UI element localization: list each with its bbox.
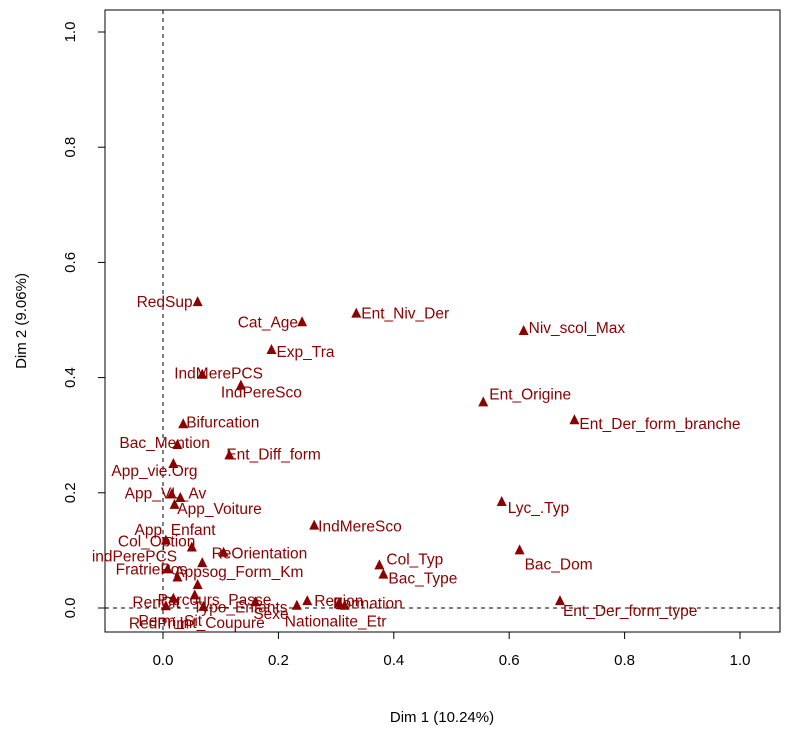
point-label: Cat_Age [238,314,298,331]
y-axis-title: Dim 2 (9.06%) [13,273,30,369]
data-point [166,488,177,499]
y-tick-label: 1.0 [62,22,79,43]
data-point [235,379,246,390]
point-label: Typo_Enfants [193,599,288,616]
point-label: Ent_Der_form_type [563,603,697,620]
point-label: Ent_Diff_form [226,446,320,463]
data-point [192,296,203,307]
x-tick-label: 0.4 [383,652,404,669]
data-point [250,596,261,607]
point-label: Col_Option [118,534,196,551]
reference-lines [105,10,780,632]
data-point [160,600,171,611]
point-label: IndPereSco [221,385,302,402]
data-point [218,546,229,557]
point-label: Perm_Sit [138,613,202,630]
point-label: Formation [333,595,403,612]
data-point [178,418,189,429]
point-label: Nationalite_Etr [285,614,387,631]
point-label: App_Voiture [177,501,261,518]
data-point [514,544,525,555]
point-label: indPerePCS [92,549,177,566]
data-point [162,563,173,574]
point-label: Bac_Dom [525,556,593,573]
data-point [175,491,186,502]
data-point [224,449,235,460]
data-point [168,458,179,468]
data-point [197,368,208,379]
point-label: Bac_Type [388,571,457,588]
data-point [189,589,200,600]
data-point [168,592,179,603]
point-label: Ent_Der_form_branche [579,416,740,433]
point-label: IndMerePCS [174,366,263,383]
data-point [297,316,308,327]
x-axis: 0.0 0.2 0.4 0.6 0.8 1.0 [153,631,751,669]
data-point [198,600,209,611]
data-point [291,599,302,610]
x-tick-label: 0.2 [268,652,289,669]
point-label: FratriePos [116,561,188,578]
data-point [266,343,277,354]
x-axis-title: Dim 1 (10.24%) [390,709,494,726]
x-tick-label: 0.6 [499,652,520,669]
y-tick-label: 0.2 [62,482,79,503]
data-point [518,324,529,335]
data-point [309,519,320,530]
data-point [197,557,208,568]
y-axis: 0.0 0.2 0.4 0.6 0.8 1.0 [62,22,106,619]
x-tick-label: 0.0 [153,652,174,669]
data-point [172,571,183,582]
point-label: App_vie.Org [111,463,197,480]
data-point [192,578,203,589]
data-point [302,595,313,606]
y-tick-label: 0.4 [62,367,79,388]
data-point [339,599,350,610]
point-label: App_Enfant [135,522,217,539]
data-point [374,559,385,570]
data-points [160,296,580,611]
y-tick-label: 0.0 [62,598,79,619]
point-label: Appsog_Form_Km [174,564,303,581]
x-tick-label: 1.0 [730,652,751,669]
y-tick-label: 0.6 [62,252,79,273]
point-label: Int_Coupure [179,615,264,632]
point-label: ReOrientation [212,546,308,563]
point-labels: RedSup Cat_Age Ent_Niv_Der Niv_scol_Max Exp_… [92,294,741,632]
point-label: Sexe [253,606,288,623]
point-label: Region [314,593,363,610]
point-label: IndMereSco [318,519,402,536]
point-label: Col_Typ [386,551,443,568]
point-label: RedPrim [129,615,189,632]
point-label: Ent_Origine [489,386,571,403]
data-point [478,396,489,407]
data-point [554,595,565,606]
point-label: Exp_Tra [276,344,334,361]
data-point [172,438,183,449]
point-label: Bifurcation [186,414,259,431]
data-point [378,568,389,579]
data-point [169,498,180,509]
point-label: Niv_scol_Max [529,320,626,337]
data-point [333,597,344,608]
data-point [569,414,580,425]
point-label: RedSup [137,294,193,311]
point-label: Lyc_.Typ [508,500,569,517]
y-tick-label: 0.8 [62,137,79,158]
x-tick-label: 0.8 [614,652,635,669]
data-point [496,496,507,507]
data-point [186,541,197,552]
point-label: RenCit [132,594,180,611]
point-label: Bac_Mention [119,435,209,452]
point-label: Parcours_Passe [158,592,272,609]
point-label: Ent_Niv_Der [361,306,449,323]
data-point [160,534,171,545]
data-point [351,307,362,318]
point-label: App_VL_Av [125,486,207,503]
